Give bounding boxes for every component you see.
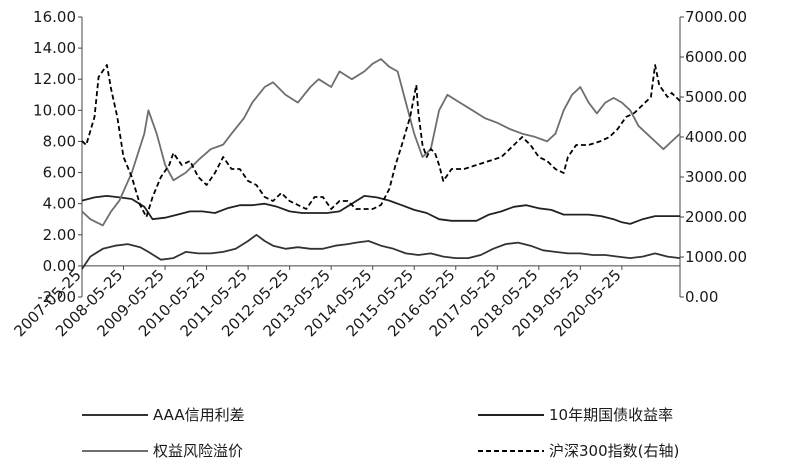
series-line-csi300-index xyxy=(81,64,681,218)
right-axis-tick-label: 0.00 xyxy=(685,288,718,306)
legend-item-aaa-credit-spread: AAA信用利差 xyxy=(82,406,245,424)
left-axis-tick-label: 0.00 xyxy=(43,257,76,275)
legend-item-10y-treasury-yield: 10年期国债收益率 xyxy=(478,406,673,424)
right-axis-tick-label: 2000.00 xyxy=(685,208,747,226)
legend-item-equity-risk-premium: 权益风险溢价 xyxy=(82,442,243,460)
left-axis-tick-label: 6.00 xyxy=(43,164,76,182)
legend-label-csi300-index: 沪深300指数(右轴) xyxy=(549,442,679,460)
legend-label-equity-risk-premium: 权益风险溢价 xyxy=(153,442,243,460)
left-axis-tick-label: 2.00 xyxy=(43,226,76,244)
legend-item-csi300-index: 沪深300指数(右轴) xyxy=(478,442,679,460)
right-axis-tick-label: 7000.00 xyxy=(685,8,747,26)
left-axis-tick-label: -2.00 xyxy=(37,288,76,306)
left-axis-tick-label: 12.00 xyxy=(33,70,76,88)
right-axis-tick-labels: 0.00 1000.00 2000.00 3000.00 4000.00 5000.00 6… xyxy=(680,8,747,306)
left-axis-tick-label: 16.00 xyxy=(33,8,76,26)
series-line-equity-risk-premium xyxy=(81,58,681,227)
left-axis-tick-label: 8.00 xyxy=(43,132,76,150)
left-axis-tick-labels: -2.00 0.00 2.00 4.00 6.00 8.00 10.00 12.00 14.00… xyxy=(33,8,82,306)
legend-label-10y-treasury-yield: 10年期国债收益率 xyxy=(549,406,673,424)
left-axis-tick-label: 14.00 xyxy=(33,39,76,57)
legend-label-aaa-credit-spread: AAA信用利差 xyxy=(153,406,245,424)
series-lines xyxy=(81,58,681,270)
right-axis-tick-label: 1000.00 xyxy=(685,248,747,266)
right-axis-tick-label: 4000.00 xyxy=(685,128,747,146)
legend: AAA信用利差 10年期国债收益率 权益风险溢价 沪深300指数(右轴) xyxy=(82,406,679,460)
series-line-aaa-credit-spread xyxy=(81,233,681,270)
left-axis-tick-label: 4.00 xyxy=(43,195,76,213)
right-axis-tick-label: 3000.00 xyxy=(685,168,747,186)
left-axis-tick-label: 10.00 xyxy=(33,101,76,119)
series-line-10y-treasury-yield xyxy=(81,194,680,225)
right-axis-tick-label: 6000.00 xyxy=(685,48,747,66)
right-axis-tick-label: 5000.00 xyxy=(685,88,747,106)
